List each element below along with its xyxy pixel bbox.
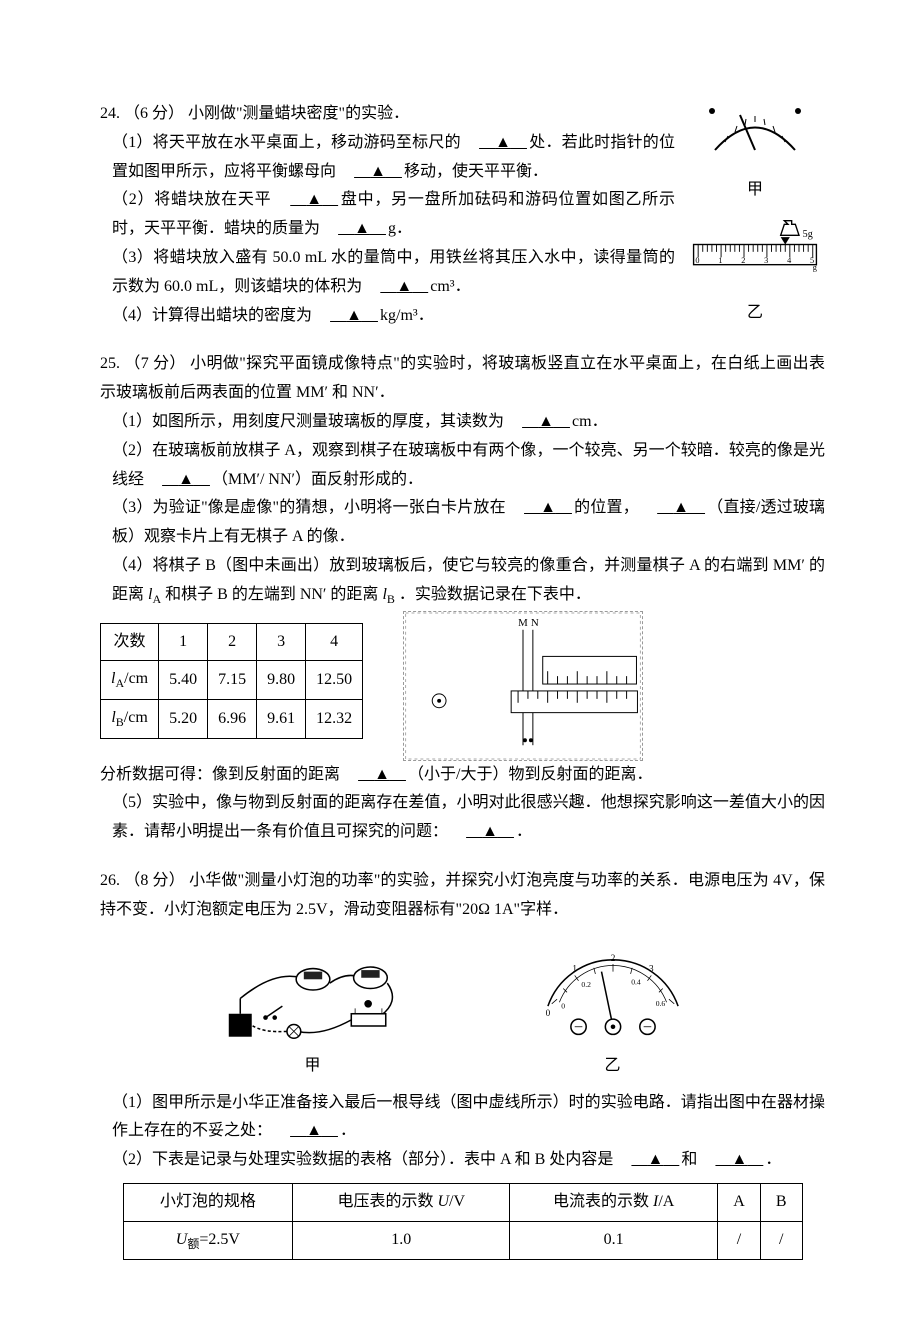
ruler-weight-icon: 5g 0 1 2 3 4 5: [685, 217, 825, 283]
svg-text:0.2: 0.2: [581, 979, 591, 988]
svg-text:N: N: [531, 616, 539, 628]
q25-p2: （2）在玻璃板前放棋子 A，观察到棋子在玻璃板中有两个像，一个较亮、另一个较暗．…: [112, 437, 825, 495]
q25-data-table: 次数 1 2 3 4 lA/cm 5.40 7.15 9.80 12.50 lB…: [100, 623, 363, 739]
q26-figures: 甲 0 1 2 3 0 0.2 0.4: [100, 941, 825, 1081]
q-number: 26.: [100, 872, 120, 889]
q24-p1: （1）将天平放在水平桌面上，移动游码至标尺的 ▲ 处．若此时指针的位置如图甲所示…: [112, 129, 675, 187]
q26-p2: （2）下表是记录与处理实验数据的表格（部分）．表中 A 和 B 处内容是 ▲ 和…: [112, 1146, 825, 1175]
svg-text:g: g: [813, 263, 817, 272]
question-25: 25. （7 分） 小明做"探究平面镜成像特点"的实验时，将玻璃板竖直立在水平桌…: [100, 350, 825, 847]
svg-text:0: 0: [561, 1001, 565, 1010]
svg-text:5g: 5g: [803, 229, 813, 240]
q-number: 25.: [100, 355, 120, 372]
q24-lead-text: 小刚做"测量蜡块密度"的实验．: [188, 105, 409, 122]
circuit-diagram-icon: 甲: [193, 941, 433, 1081]
q-points: （8 分）: [124, 872, 185, 889]
q25-p3: （3）为验证"像是虚像"的猜想，小明将一张白卡片放在 ▲ 的位置， ▲ （直接/…: [112, 494, 825, 552]
q-points: （7 分）: [124, 355, 185, 372]
q24-figures: 甲 5g 0 1 2: [685, 100, 825, 330]
table-row: lB/cm 5.20 6.96 9.61 12.32: [101, 700, 363, 739]
svg-text:4: 4: [787, 256, 791, 265]
svg-text:3: 3: [648, 963, 653, 973]
svg-text:2: 2: [610, 952, 615, 962]
q26-lead: 26. （8 分） 小华做"测量小灯泡的功率"的实验，并探究小灯泡亮度与功率的关…: [100, 867, 825, 925]
q-number: 24.: [100, 105, 120, 122]
svg-text:0.6: 0.6: [655, 999, 665, 1008]
fig-jia-label-2: 甲: [304, 1052, 320, 1081]
q24-layout: 24. （6 分） 小刚做"测量蜡块密度"的实验． （1）将天平放在水平桌面上，…: [100, 100, 825, 330]
fig-jia-label: 甲: [747, 176, 763, 205]
table-row: U额=2.5V 1.0 0.1 / /: [123, 1221, 802, 1260]
svg-text:0: 0: [695, 256, 699, 265]
q25-conclusion: 分析数据可得：像到反射面的距离 ▲ （小于/大于）物到反射面的距离．: [100, 761, 825, 790]
q25-lead: 25. （7 分） 小明做"探究平面镜成像特点"的实验时，将玻璃板竖直立在水平桌…: [100, 350, 825, 408]
q24-p4: （4）计算得出蜡块的密度为 ▲ kg/m³．: [112, 302, 675, 331]
q25-table-fig: 次数 1 2 3 4 lA/cm 5.40 7.15 9.80 12.50 lB…: [100, 611, 825, 761]
mirror-diagram-icon: M N: [403, 611, 643, 761]
q26-data-table: 小灯泡的规格 电压表的示数 U/V 电流表的示数 I/A A B U额=2.5V…: [123, 1183, 803, 1261]
table-row: 次数 1 2 3 4: [101, 623, 363, 661]
q24-p3: （3）将蜡块放入盛有 50.0 mL 水的量筒中，用铁丝将其压入水中，读得量筒的…: [112, 244, 675, 302]
ammeter-dial-icon: 0 1 2 3 0 0.2 0.4 0.6 乙: [493, 941, 733, 1081]
fig-yi-label-2: 乙: [604, 1052, 620, 1081]
svg-text:M: M: [518, 616, 528, 628]
q24-p2: （2）将蜡块放在天平 ▲ 盘中，另一盘所加砝码和游码位置如图乙所示时，天平平衡．…: [112, 186, 675, 244]
question-24: 24. （6 分） 小刚做"测量蜡块密度"的实验． （1）将天平放在水平桌面上，…: [100, 100, 825, 330]
table-row: lA/cm 5.40 7.15 9.80 12.50: [101, 661, 363, 700]
balance-pointer-icon: [695, 100, 815, 160]
svg-text:0: 0: [545, 1008, 550, 1018]
svg-text:0.4: 0.4: [631, 977, 641, 986]
q-points: （6 分）: [124, 105, 184, 122]
q25-p5: （5）实验中，像与物到反射面的距离存在差值，小明对此很感兴趣．他想探究影响这一差…: [112, 789, 825, 847]
q25-p1: （1）如图所示，用刻度尺测量玻璃板的厚度，其读数为 ▲ cm．: [112, 408, 825, 437]
svg-text:1: 1: [718, 256, 722, 265]
svg-text:2: 2: [741, 256, 745, 265]
q25-p4: （4）将棋子 B（图中未画出）放到玻璃板后，使它与较亮的像重合，并测量棋子 A …: [112, 552, 825, 611]
fig-yi-label: 乙: [747, 299, 763, 328]
svg-text:1: 1: [572, 963, 577, 973]
q24-text: 24. （6 分） 小刚做"测量蜡块密度"的实验． （1）将天平放在水平桌面上，…: [100, 100, 675, 330]
svg-text:3: 3: [764, 256, 768, 265]
table-row: 小灯泡的规格 电压表的示数 U/V 电流表的示数 I/A A B: [123, 1183, 802, 1221]
q26-p1: （1）图甲所示是小华正准备接入最后一根导线（图中虚线所示）时的实验电路．请指出图…: [112, 1089, 825, 1147]
question-26: 26. （8 分） 小华做"测量小灯泡的功率"的实验，并探究小灯泡亮度与功率的关…: [100, 867, 825, 1261]
q24-lead: 24. （6 分） 小刚做"测量蜡块密度"的实验．: [100, 100, 675, 129]
